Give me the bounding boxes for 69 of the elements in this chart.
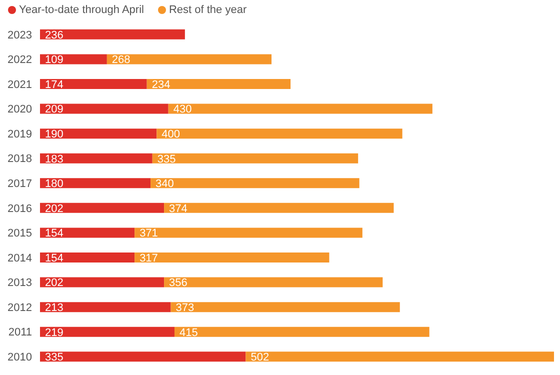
y-tick-label: 2016 — [8, 202, 32, 215]
bar — [40, 128, 157, 139]
bar — [164, 277, 383, 288]
data-label: 202 — [45, 202, 64, 215]
bar — [246, 352, 554, 362]
bar — [40, 228, 135, 238]
bar — [168, 104, 432, 114]
bar — [164, 202, 394, 213]
bar — [40, 202, 164, 213]
bar — [170, 302, 400, 312]
data-label: 183 — [45, 153, 64, 166]
data-label: 174 — [45, 78, 64, 91]
data-label: 154 — [45, 228, 64, 240]
legend-label: Rest of the year — [168, 4, 247, 16]
bar — [40, 79, 147, 90]
data-label: 209 — [45, 104, 64, 116]
data-label: 236 — [45, 29, 64, 42]
bar — [40, 277, 164, 288]
data-label: 356 — [169, 277, 188, 290]
y-tick-label: 2015 — [8, 228, 32, 240]
y-tick-label: 2017 — [8, 178, 32, 190]
data-label: 202 — [45, 277, 64, 290]
legend-label: Year-to-date through April — [18, 4, 144, 16]
y-tick-label: 2022 — [8, 54, 32, 66]
data-label: 400 — [162, 128, 180, 140]
bar — [106, 54, 272, 64]
data-label: 430 — [173, 104, 192, 116]
bar — [40, 352, 246, 362]
bar — [40, 302, 171, 312]
data-label: 234 — [152, 78, 170, 91]
y-tick-label: 2023 — [8, 29, 32, 42]
data-label: 317 — [140, 252, 158, 264]
data-label: 374 — [169, 202, 188, 215]
y-tick-label: 2019 — [8, 128, 32, 140]
data-label: 502 — [250, 352, 270, 364]
bar — [134, 228, 362, 238]
bar — [146, 79, 291, 90]
y-tick-label: 2014 — [8, 252, 32, 264]
y-tick-label: 2020 — [8, 104, 32, 116]
y-tick-label: 2010 — [8, 352, 32, 364]
data-label: 268 — [112, 54, 130, 66]
data-label: 335 — [157, 153, 176, 166]
data-label: 219 — [45, 326, 64, 339]
y-tick-label: 2021 — [8, 78, 32, 91]
data-label: 190 — [45, 128, 64, 140]
data-label: 340 — [156, 178, 174, 190]
y-tick-label: 2012 — [8, 302, 32, 314]
data-label: 109 — [45, 54, 64, 66]
data-label: 213 — [45, 302, 64, 314]
y-tick-label: 2018 — [8, 153, 32, 166]
y-tick-label: 2013 — [8, 277, 32, 290]
data-label: 335 — [45, 352, 64, 364]
data-label: 415 — [179, 326, 198, 339]
bar — [156, 128, 402, 139]
data-label: 371 — [140, 228, 158, 240]
bar — [40, 104, 168, 114]
bar — [40, 252, 135, 263]
bar — [40, 326, 174, 337]
data-label: 180 — [45, 178, 64, 190]
bar — [174, 326, 430, 337]
bar — [40, 178, 151, 188]
bar — [152, 153, 358, 164]
bar — [150, 178, 360, 188]
y-tick-label: 2011 — [8, 326, 32, 339]
bar — [134, 252, 330, 263]
data-label: 154 — [45, 252, 64, 264]
data-label: 373 — [176, 302, 194, 314]
bar — [40, 29, 185, 40]
bar — [40, 153, 152, 164]
